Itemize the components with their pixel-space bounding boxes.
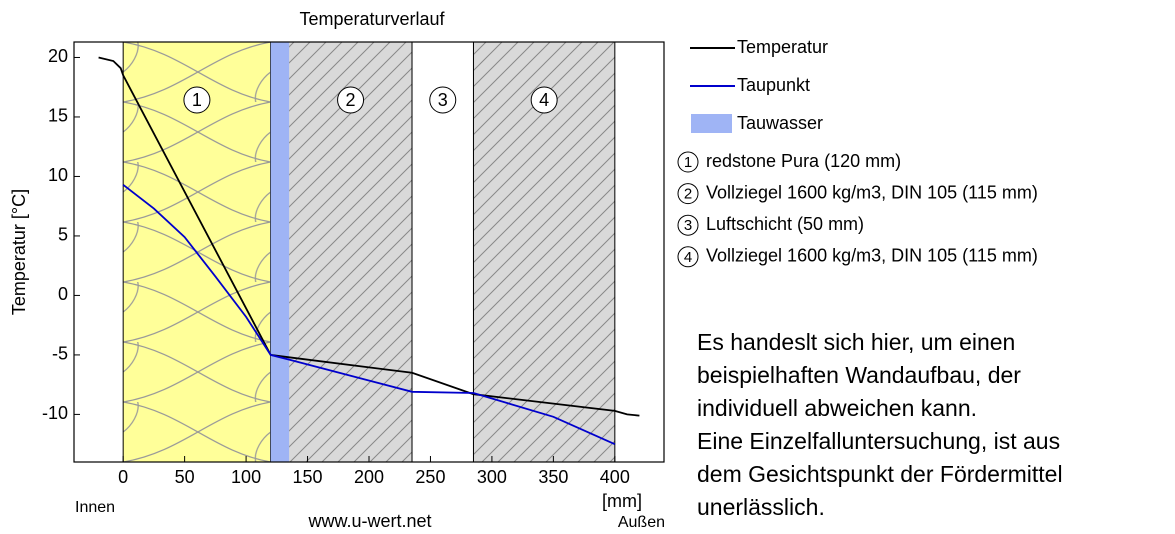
y-tick-label: -10: [42, 403, 68, 423]
y-tick-label: 5: [58, 225, 68, 245]
note-line: Es handeslt sich hier, um einen: [697, 329, 1015, 355]
note-line: Eine Einzelfalluntersuchung, ist aus: [697, 428, 1060, 454]
legend-label: Tauwasser: [737, 113, 823, 133]
legend-number: 3: [684, 217, 692, 234]
x-tick-label: 400: [600, 467, 630, 487]
source: www.u-wert.net: [307, 511, 431, 531]
x-tick-label: 50: [175, 467, 195, 487]
x-axis-label: [mm]: [602, 491, 642, 511]
y-tick-label: 0: [58, 284, 68, 304]
y-tick-label: 10: [48, 165, 68, 185]
inside-label: Innen: [75, 499, 115, 516]
layer-number: 3: [438, 90, 448, 110]
x-tick-label: 200: [354, 467, 384, 487]
y-tick-label: 20: [48, 46, 68, 66]
legend-number: 1: [684, 154, 692, 171]
series-line: [98, 56, 640, 417]
series-line: [122, 184, 616, 445]
note-line: beispielhaften Wandaufbau, der: [697, 362, 1021, 388]
x-tick-label: 0: [118, 467, 128, 487]
condensation-zone: [270, 42, 290, 462]
legend-badge: [677, 183, 699, 205]
note-line: individuell abweichen kann.: [697, 395, 977, 421]
legend-badge: [677, 246, 699, 268]
legend-badge: [677, 151, 699, 173]
legend-swatch: [691, 114, 732, 133]
y-axis-label: Temperatur [°C]: [9, 189, 29, 315]
layer-number: 1: [192, 90, 202, 110]
x-tick-label: 300: [477, 467, 507, 487]
legend-badge: [677, 214, 699, 236]
material-label: redstone Pura (120 mm): [706, 151, 901, 171]
material-label: Luftschicht (50 mm): [706, 214, 864, 234]
legend-label: Temperatur: [737, 37, 828, 57]
legend-number: 4: [684, 249, 692, 266]
note-line: dem Gesichtspunkt der Fördermittel: [697, 461, 1063, 487]
layer-badge: [183, 86, 211, 114]
layer-badge: [530, 86, 558, 114]
y-tick-label: -5: [52, 344, 68, 364]
y-tick-label: 15: [48, 106, 68, 126]
layer-badge: [429, 86, 457, 114]
x-tick-label: 350: [538, 467, 568, 487]
layer-badge: [337, 86, 365, 114]
x-tick-label: 150: [293, 467, 323, 487]
layer-number: 4: [539, 90, 549, 110]
material-label: Vollziegel 1600 kg/m3, DIN 105 (115 mm): [706, 246, 1038, 266]
x-tick-label: 250: [415, 467, 445, 487]
note-line: unerlässlich.: [697, 494, 825, 520]
material-label: Vollziegel 1600 kg/m3, DIN 105 (115 mm): [706, 182, 1038, 202]
x-tick-label: 100: [231, 467, 261, 487]
legend-label: Taupunkt: [737, 75, 810, 95]
chart-title: Temperaturverlauf: [299, 9, 445, 29]
layer: [270, 41, 413, 463]
outside-label: Außen: [618, 514, 665, 531]
layer-number: 2: [346, 90, 356, 110]
legend-number: 2: [684, 186, 692, 203]
